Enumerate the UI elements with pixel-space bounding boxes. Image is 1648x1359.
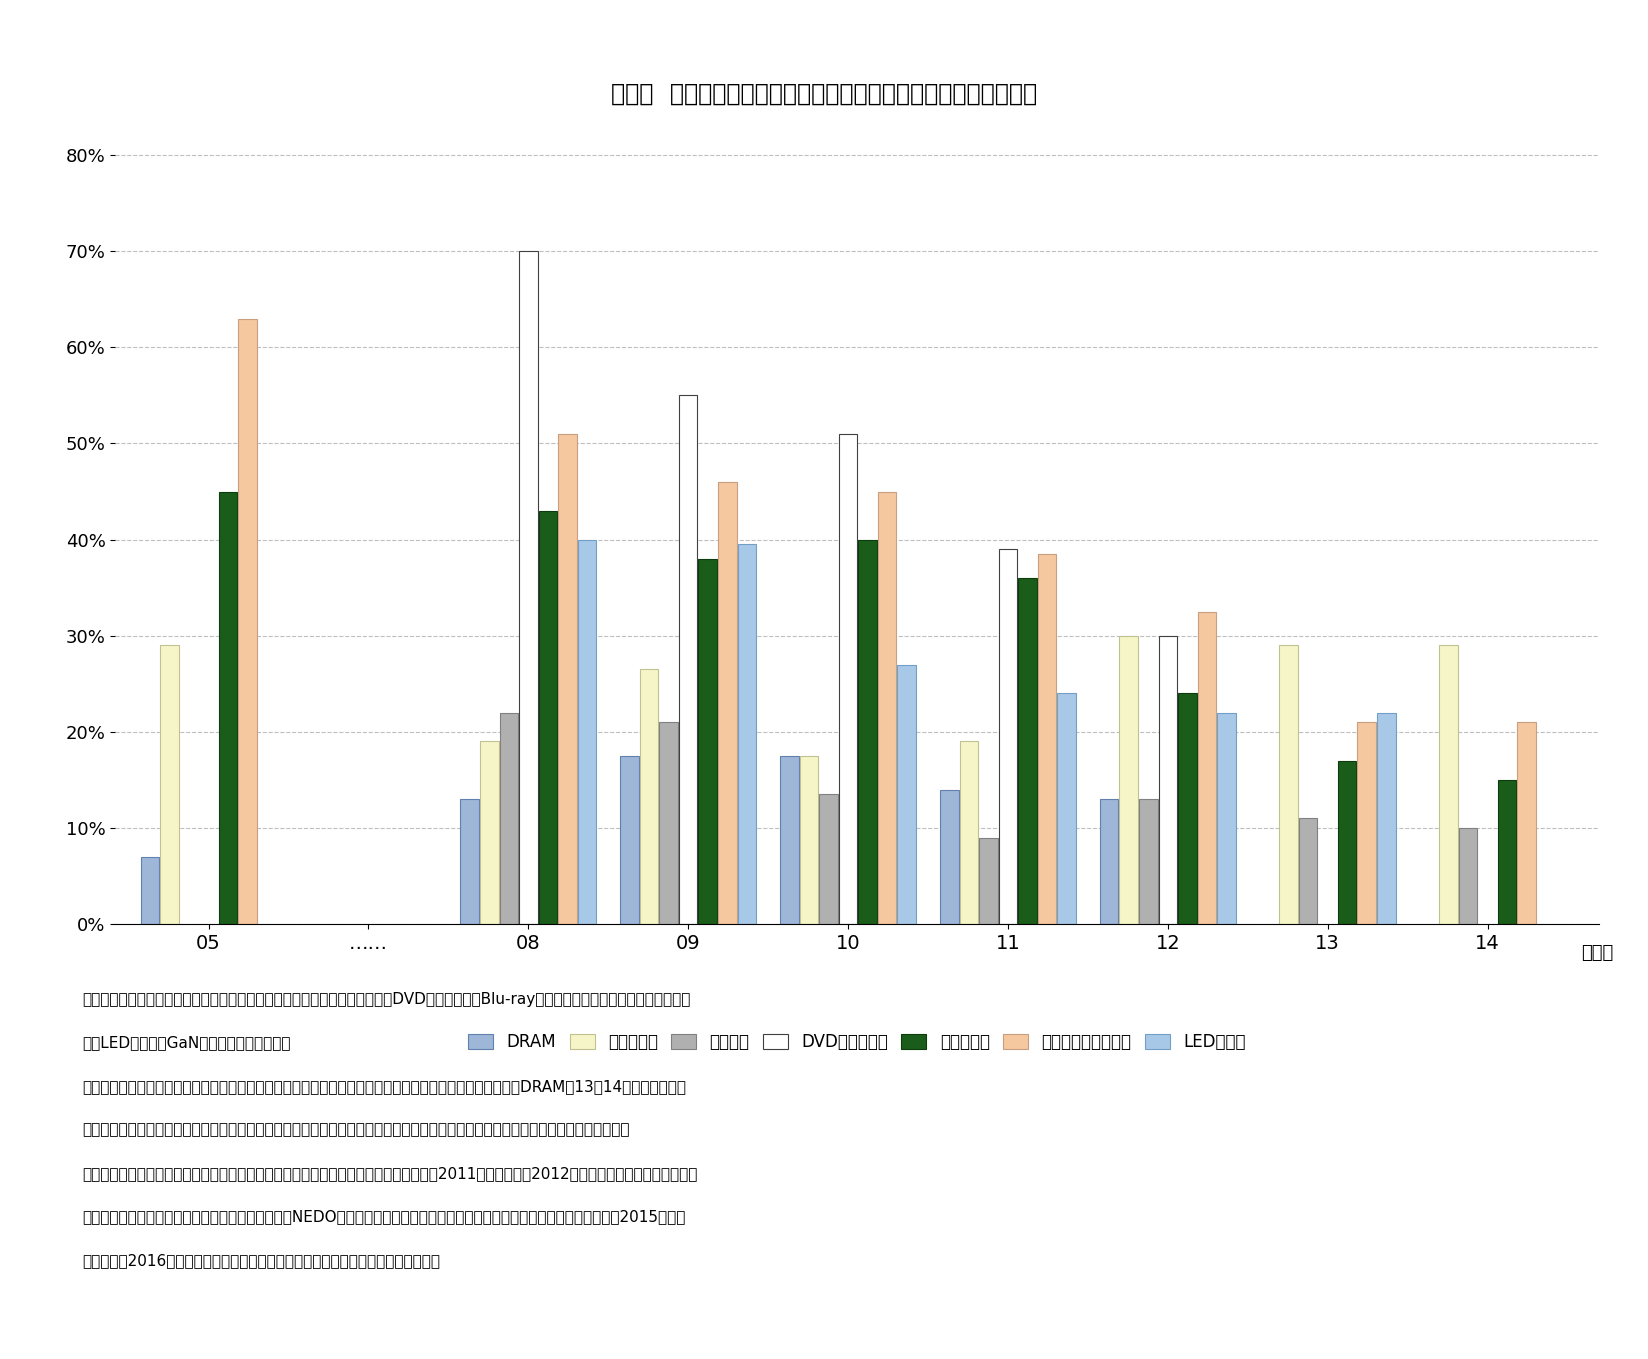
Bar: [460, 799, 480, 924]
Bar: [1018, 578, 1037, 924]
Bar: [1498, 780, 1516, 924]
Bar: [878, 492, 897, 924]
Bar: [140, 856, 160, 924]
Bar: [1099, 799, 1119, 924]
Text: ではなく、国内唯一のメーカーだったエルピーダメモリが米マイクロン・テクノロジーの傘下に入ったため、ゼロとなっている。: ではなく、国内唯一のメーカーだったエルピーダメモリが米マイクロン・テクノロジーの…: [82, 1123, 630, 1137]
Bar: [480, 742, 499, 924]
Bar: [620, 756, 639, 924]
Text: （備考１）液晶パネルは中小型・大型の合計、太陽電池は結晶シリコン型、DVDプレーヤーはBlu-rayタイプ、リチウムイオン電池は角型、: （備考１）液晶パネルは中小型・大型の合計、太陽電池は結晶シリコン型、DVDプレー…: [82, 992, 691, 1007]
Bar: [719, 482, 737, 924]
Bar: [239, 318, 257, 924]
Bar: [578, 540, 597, 924]
Bar: [1358, 722, 1376, 924]
Text: （備考２）出典資料から同じ基準でのデータが入手できないと判断した場合はデータ欠落とした。ただし、DRAMの13～14年はデータ欠落: （備考２）出典資料から同じ基準でのデータが入手できないと判断した場合はデータ欠落…: [82, 1079, 687, 1094]
Bar: [1139, 799, 1157, 924]
Bar: [799, 756, 819, 924]
Text: 図表１  主要なエレクトロニクス製品の日本企業の世界シェア推移: 図表１ 主要なエレクトロニクス製品の日本企業の世界シェア推移: [611, 82, 1037, 106]
Bar: [999, 549, 1017, 924]
Bar: [559, 434, 577, 924]
Bar: [1518, 722, 1536, 924]
Bar: [839, 434, 857, 924]
Bar: [738, 545, 756, 924]
Bar: [539, 511, 557, 924]
Bar: [1038, 554, 1056, 924]
Bar: [1058, 693, 1076, 924]
Text: および2016年３月、委託先：富士キメラ総研）からニッセイ基礎研究所作成。: および2016年３月、委託先：富士キメラ総研）からニッセイ基礎研究所作成。: [82, 1253, 440, 1268]
Bar: [819, 795, 837, 924]
Bar: [1378, 712, 1396, 924]
Bar: [1458, 828, 1477, 924]
Bar: [1198, 612, 1216, 924]
Bar: [499, 712, 517, 924]
Bar: [1279, 646, 1299, 924]
Bar: [939, 790, 959, 924]
Bar: [898, 665, 916, 924]
Bar: [679, 395, 697, 924]
Bar: [639, 670, 659, 924]
Bar: [1178, 693, 1196, 924]
Bar: [519, 251, 537, 924]
Bar: [959, 742, 979, 924]
Bar: [1299, 818, 1317, 924]
Bar: [1159, 636, 1177, 924]
Text: （年）: （年）: [1580, 943, 1613, 962]
Bar: [979, 837, 997, 924]
Bar: [1218, 712, 1236, 924]
Text: LEDチップはGaN系のデータを用いた。: LEDチップはGaN系のデータを用いた。: [82, 1036, 292, 1051]
Bar: [859, 540, 877, 924]
Bar: [219, 492, 237, 924]
Legend: DRAM, 液晶パネル, 太陽電池, DVDプレーヤー, 液晶テレビ, リチウムイオン電池, LEDチップ: DRAM, 液晶パネル, 太陽電池, DVDプレーヤー, 液晶テレビ, リチウム…: [461, 1026, 1252, 1057]
Bar: [780, 756, 799, 924]
Bar: [1439, 646, 1458, 924]
Bar: [659, 722, 677, 924]
Bar: [1338, 761, 1356, 924]
Bar: [699, 559, 717, 924]
Bar: [1119, 636, 1139, 924]
Text: （資料）経済産業省「日本企業の国際競争ポジションの定量的調査事業調査報告書」（2011年２月および2012年３月、委託先：富士キメラ総: （資料）経済産業省「日本企業の国際競争ポジションの定量的調査事業調査報告書」（2…: [82, 1166, 697, 1181]
Bar: [160, 646, 180, 924]
Text: 研）、新エネルギー・産業技術総合開発機構（NEDO）「日本企業の国際競争ポジションに関する情報収集成果報告書」（2015年３月: 研）、新エネルギー・産業技術総合開発機構（NEDO）「日本企業の国際競争ポジショ…: [82, 1210, 686, 1224]
